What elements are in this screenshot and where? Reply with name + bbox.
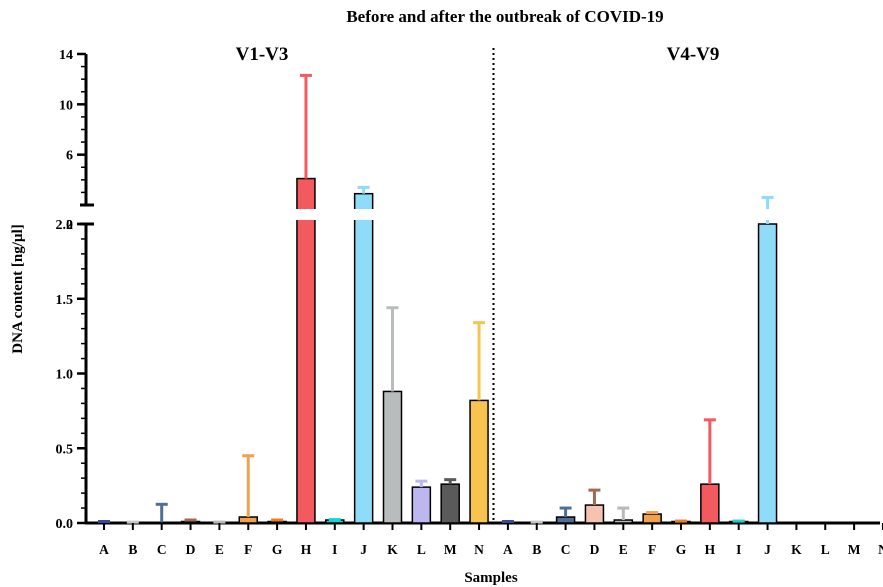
bar	[584, 504, 605, 524]
x-tick-label: M	[848, 542, 861, 557]
x-tick-label: N	[878, 542, 883, 557]
bar	[180, 520, 201, 524]
y-tick-label: 1.0	[56, 368, 74, 383]
x-tick-label: M	[444, 542, 457, 557]
x-tick-label: I	[332, 542, 337, 557]
axis-break-gap	[91, 209, 883, 220]
y-tick-label: 2	[66, 218, 73, 233]
y-tick-label: 2.0	[56, 218, 74, 233]
bar	[440, 483, 460, 524]
bar	[238, 516, 258, 524]
x-tick-label: I	[736, 542, 741, 557]
bar	[469, 399, 489, 524]
x-tick-label: K	[387, 542, 398, 557]
x-tick-label: D	[590, 542, 600, 557]
x-tick-label: G	[272, 542, 283, 557]
x-tick-label: A	[99, 542, 109, 557]
group-title-v4-v9: V4-V9	[667, 44, 720, 65]
chart-title: Before and after the outbreak of COVID-1…	[346, 7, 663, 26]
group-title-v1-v3: V1-V3	[236, 44, 289, 65]
x-tick-label: E	[619, 542, 628, 557]
x-tick-label: F	[648, 542, 656, 557]
y-tick-label: 6	[66, 149, 73, 164]
bar	[555, 516, 576, 524]
x-tick-label: F	[244, 542, 252, 557]
bar	[296, 177, 316, 524]
x-tick-label: D	[186, 542, 196, 557]
axes: 0.0 0.5 1.0 1.5 2.02 6 10 14	[56, 48, 880, 532]
x-tick-label: H	[705, 542, 716, 557]
x-tick-label: L	[417, 542, 426, 557]
x-tick-label: A	[503, 542, 513, 557]
x-tick-label: C	[561, 542, 571, 557]
bar	[757, 223, 778, 524]
bar	[700, 483, 720, 524]
x-tick-label: H	[301, 542, 312, 557]
y-tick-label: 0.0	[56, 517, 74, 532]
bar	[353, 192, 374, 524]
bar	[613, 519, 634, 524]
x-tick-label: G	[676, 542, 687, 557]
x-tick-label: B	[128, 542, 137, 557]
x-tick-label: K	[791, 542, 802, 557]
bar	[642, 513, 662, 524]
bars-layer	[91, 48, 883, 524]
bar	[267, 520, 287, 524]
x-axis-label: Samples	[464, 570, 518, 586]
x-tick-label: L	[821, 542, 830, 557]
x-tick-label: E	[215, 542, 224, 557]
x-tick-label: B	[532, 542, 541, 557]
x-tick-label: J	[360, 542, 367, 557]
y-tick-label: 10	[59, 98, 73, 113]
bar	[382, 390, 403, 524]
y-axis-label: DNA content [ng/µl]	[10, 224, 26, 353]
x-tick-label: C	[157, 542, 167, 557]
y-tick-label: 14	[59, 48, 73, 63]
x-tick-label: N	[474, 542, 484, 557]
y-tick-label: 1.5	[56, 293, 74, 308]
bar	[411, 486, 432, 524]
x-tick-label: J	[764, 542, 771, 557]
y-tick-label: 0.5	[56, 442, 74, 457]
